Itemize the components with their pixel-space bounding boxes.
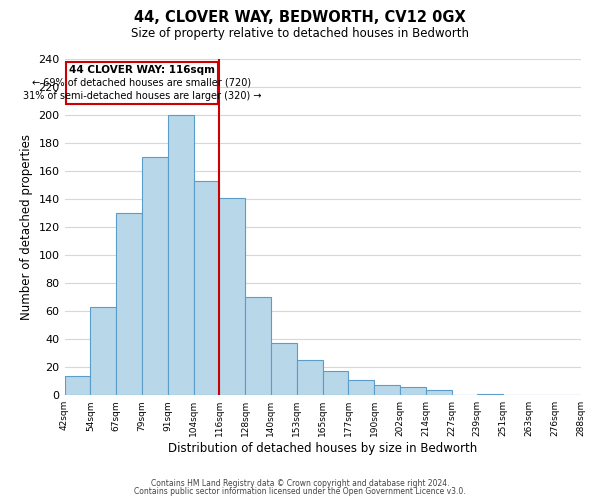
- Bar: [245, 297, 271, 395]
- Text: Size of property relative to detached houses in Bedworth: Size of property relative to detached ho…: [131, 28, 469, 40]
- Bar: [349, 380, 374, 395]
- Bar: [478, 394, 503, 395]
- Bar: [271, 344, 296, 395]
- Text: Contains HM Land Registry data © Crown copyright and database right 2024.: Contains HM Land Registry data © Crown c…: [151, 478, 449, 488]
- Bar: [426, 390, 452, 395]
- Bar: [374, 386, 400, 395]
- Bar: [220, 198, 245, 395]
- Text: Contains public sector information licensed under the Open Government Licence v3: Contains public sector information licen…: [134, 487, 466, 496]
- Text: 44, CLOVER WAY, BEDWORTH, CV12 0GX: 44, CLOVER WAY, BEDWORTH, CV12 0GX: [134, 10, 466, 25]
- Y-axis label: Number of detached properties: Number of detached properties: [20, 134, 33, 320]
- Bar: [168, 115, 193, 395]
- Bar: [142, 157, 168, 395]
- Text: 31% of semi-detached houses are larger (320) →: 31% of semi-detached houses are larger (…: [23, 90, 261, 101]
- Bar: [400, 387, 426, 395]
- Bar: [297, 360, 323, 395]
- Bar: [193, 181, 220, 395]
- Text: 44 CLOVER WAY: 116sqm: 44 CLOVER WAY: 116sqm: [69, 66, 215, 76]
- X-axis label: Distribution of detached houses by size in Bedworth: Distribution of detached houses by size …: [168, 442, 477, 455]
- Text: ← 69% of detached houses are smaller (720): ← 69% of detached houses are smaller (72…: [32, 78, 251, 88]
- Bar: [116, 213, 142, 395]
- Bar: [91, 307, 116, 395]
- Bar: [323, 372, 348, 395]
- Bar: [66, 62, 218, 104]
- Bar: [65, 376, 90, 395]
